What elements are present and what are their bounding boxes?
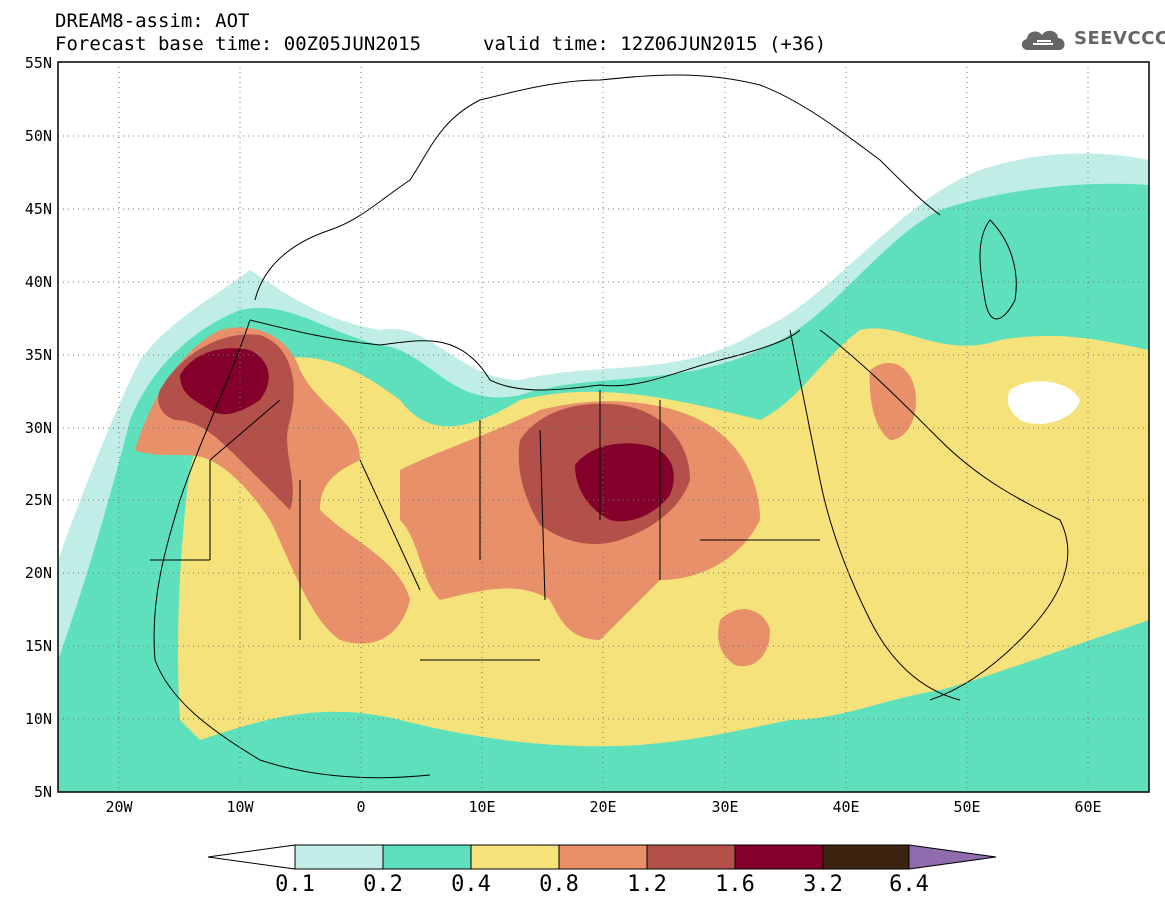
- africa-north-coast: [249, 319, 801, 391]
- lat-label: 55N: [25, 54, 52, 72]
- colorbar-label: 1.6: [715, 872, 755, 897]
- lon-label: 40E: [832, 798, 859, 816]
- aot-band-0.8d: [718, 609, 770, 667]
- lon-label: 10E: [468, 798, 495, 816]
- base-time-text: Forecast base time: 00Z05JUN2015: [55, 33, 422, 55]
- valid-time-text: valid time: 12Z06JUN2015 (+36): [483, 33, 827, 55]
- arabia-coast: [819, 329, 1069, 701]
- colorbar-swatch: [734, 844, 824, 870]
- lon-label: 50E: [953, 798, 980, 816]
- lat-label: 50N: [25, 127, 52, 145]
- borders: [150, 74, 1069, 779]
- clean-area: [1007, 381, 1080, 424]
- colorbar-swatch: [558, 844, 648, 870]
- graticule: [58, 62, 1149, 792]
- lat-label: 35N: [25, 346, 52, 364]
- colorbar-label: 0.1: [275, 872, 315, 897]
- lon-label: 0: [356, 798, 365, 816]
- caspian-sea: [979, 219, 1017, 320]
- lat-label: 5N: [34, 783, 52, 801]
- seevccc-logo: SEEVCCC: [1018, 24, 1165, 54]
- lat-label: 25N: [25, 491, 52, 509]
- lat-label: 15N: [25, 637, 52, 655]
- colorbar-label: 1.2: [627, 872, 667, 897]
- colorbar-label: 0.2: [363, 872, 403, 897]
- cloud-icon: [1021, 30, 1065, 50]
- lat-label: 40N: [25, 273, 52, 291]
- aot-band-1.6: [180, 348, 269, 415]
- europe-coast: [254, 74, 941, 301]
- country-borders: [150, 390, 820, 661]
- colorbar-lower-arrow: [207, 844, 296, 870]
- colorbar-upper-arrow: [908, 844, 997, 870]
- map-title: DREAM8-assim: AOT: [55, 10, 250, 32]
- lat-label: 10N: [25, 710, 52, 728]
- lat-label: 45N: [25, 200, 52, 218]
- colorbar-swatch: [382, 844, 472, 870]
- lon-label: 10W: [226, 798, 254, 816]
- lon-label: 30E: [711, 798, 738, 816]
- red-sea-coast: [789, 329, 961, 701]
- colorbar-label: 6.4: [889, 872, 929, 897]
- lat-label: 30N: [25, 419, 52, 437]
- colorbar-label: 3.2: [803, 872, 843, 897]
- lat-axis: 55N 50N 45N 40N 35N 30N 25N 20N 15N 10N …: [25, 54, 52, 801]
- forecast-base-time: Forecast base time: 00Z05JUN2015 valid ti…: [55, 33, 826, 55]
- plot-frame: [57, 61, 1150, 793]
- colorbar: [207, 844, 997, 870]
- lon-label: 20W: [105, 798, 133, 816]
- colorbar-label: 0.8: [539, 872, 579, 897]
- lon-axis: 20W 10W 0 10E 20E 30E 40E 50E 60E: [105, 798, 1101, 816]
- africa-west-coast: [153, 319, 431, 779]
- colorbar-swatch: [822, 844, 910, 870]
- logo-text: SEEVCCC: [1074, 28, 1165, 49]
- colorbar-swatch: [294, 844, 384, 870]
- lat-label: 20N: [25, 564, 52, 582]
- colorbar-swatch: [470, 844, 560, 870]
- colorbar-label: 0.4: [451, 872, 491, 897]
- colorbar-swatch: [646, 844, 736, 870]
- lon-label: 20E: [589, 798, 616, 816]
- lon-label: 60E: [1074, 798, 1101, 816]
